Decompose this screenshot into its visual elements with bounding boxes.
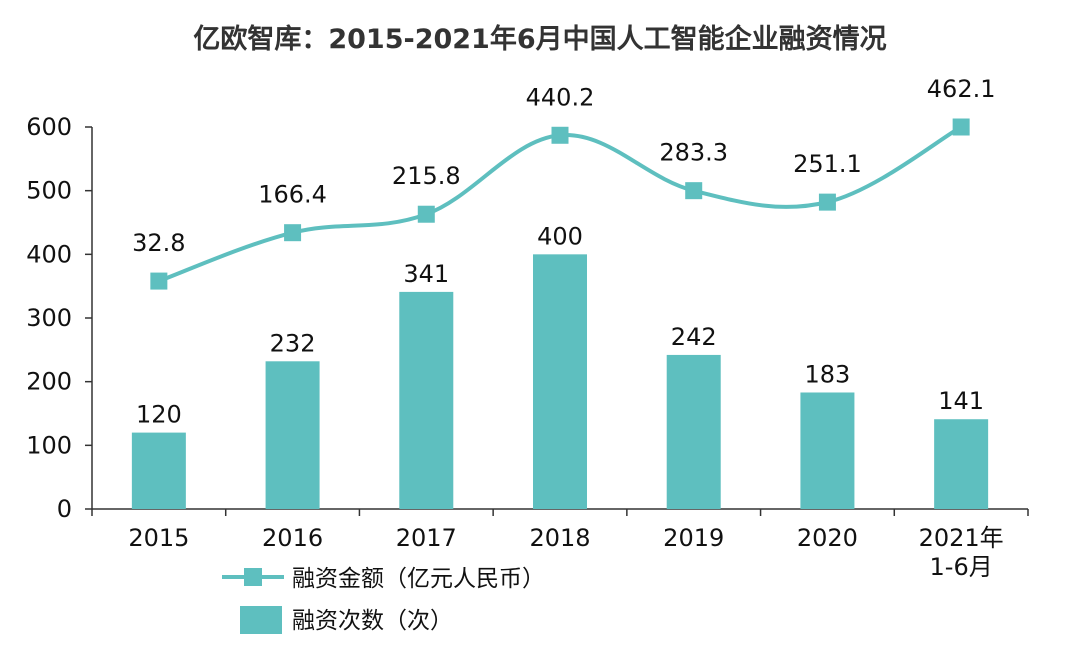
- bar-data-label: 400: [537, 222, 583, 250]
- x-tick-label: 2019: [663, 524, 724, 552]
- bar: [666, 354, 721, 509]
- y-tick-label: 300: [26, 304, 72, 332]
- line-data-label: 215.8: [392, 162, 461, 190]
- x-tick-label: 2021年 1-6月: [919, 524, 1004, 581]
- y-tick-label: 600: [26, 113, 72, 141]
- y-tick-label: 100: [26, 431, 72, 459]
- x-tick-label: 2016: [262, 524, 323, 552]
- line-marker: [551, 126, 569, 144]
- line-series: [150, 118, 970, 290]
- x-tick-label: 2020: [797, 524, 858, 552]
- bar: [533, 254, 587, 509]
- y-tick-label: 200: [26, 368, 72, 396]
- line-marker: [150, 272, 168, 290]
- bar-data-label: 242: [671, 323, 717, 351]
- bar: [131, 432, 186, 509]
- legend-label-amount: 融资金额（亿元人民币）: [292, 566, 545, 592]
- x-tick-label: 2018: [529, 524, 590, 552]
- bar-series: [131, 254, 989, 509]
- x-tick-label: 2015: [128, 524, 189, 552]
- bar: [934, 419, 989, 509]
- legend-bar-swatch: [240, 606, 282, 634]
- legend-label-count: 融资次数（次）: [292, 608, 453, 634]
- y-tick-label: 400: [26, 240, 72, 268]
- line-marker: [952, 118, 970, 136]
- bar-data-label: 341: [403, 260, 449, 288]
- data-labels: 120 232 341 400 242 183 141 32.8 166.4 215.8 440.2…: [132, 75, 995, 429]
- line-marker: [685, 182, 703, 200]
- axes: 0 100 200 300 400 500 600 2015 2016 2017 2018 2019 2…: [26, 113, 1029, 581]
- y-tick-label: 500: [26, 177, 72, 205]
- line-data-label: 440.2: [526, 83, 595, 111]
- bar-data-label: 120: [136, 401, 182, 429]
- legend-line-marker: [244, 568, 262, 586]
- line-marker: [818, 193, 836, 211]
- line-marker: [417, 205, 435, 223]
- line-data-label: 32.8: [132, 229, 185, 257]
- line-data-label: 166.4: [258, 181, 327, 209]
- line-marker: [284, 224, 302, 242]
- bar-data-label: 232: [270, 329, 316, 357]
- line-data-label: 283.3: [659, 139, 728, 167]
- bar: [800, 392, 855, 509]
- line-data-label: 251.1: [793, 150, 862, 178]
- y-tick-label: 0: [57, 495, 72, 523]
- chart-title: 亿欧智库：2015-2021年6月中国人工智能企业融资情况: [193, 23, 886, 55]
- bar: [399, 291, 454, 509]
- legend: 融资金额（亿元人民币） 融资次数（次）: [222, 566, 545, 634]
- bar-data-label: 141: [938, 387, 984, 415]
- x-tick-label: 2017: [396, 524, 457, 552]
- bar-data-label: 183: [805, 360, 851, 388]
- bar: [265, 361, 320, 509]
- line-data-label: 462.1: [927, 75, 996, 103]
